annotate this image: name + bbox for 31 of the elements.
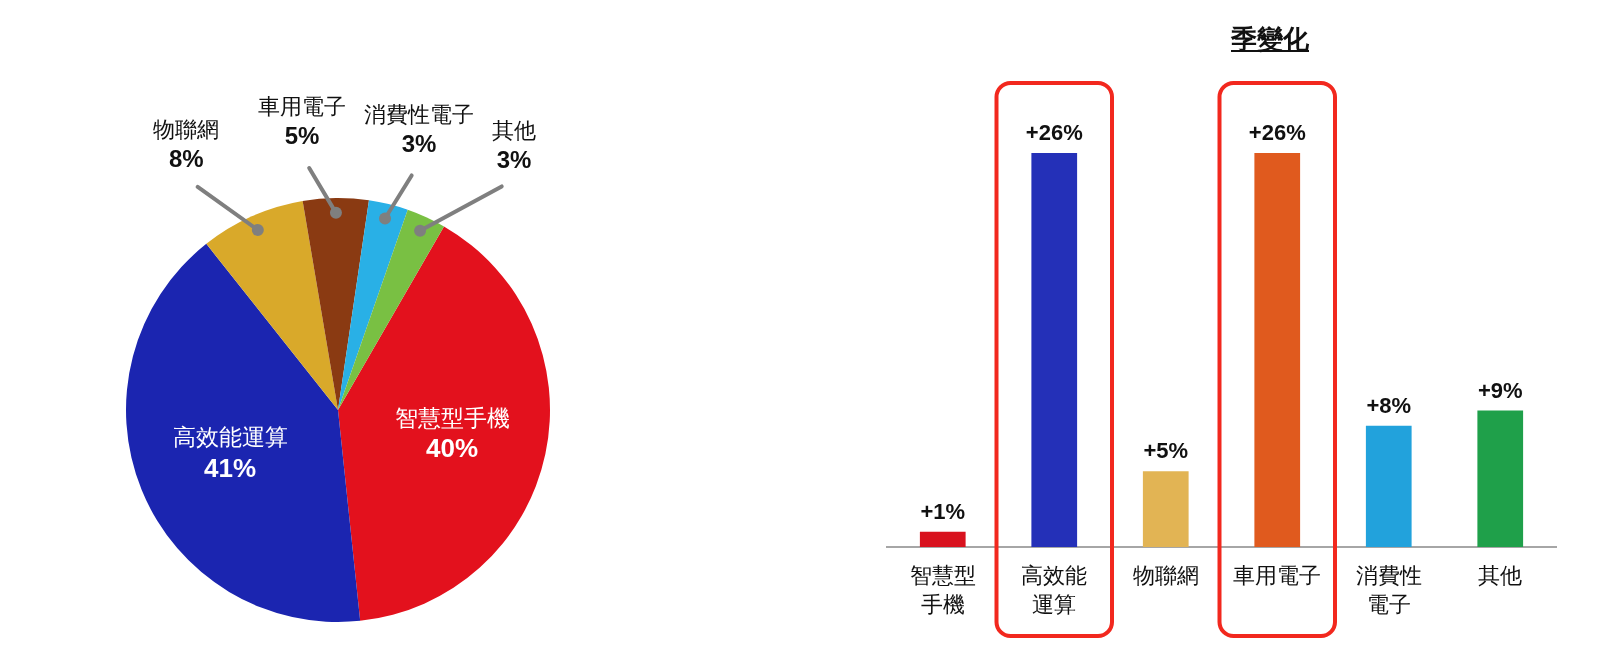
data-label: +5% — [1143, 438, 1189, 464]
chart-title: 季變化 — [1231, 23, 1309, 56]
slice-label: 高效能運算 — [172, 424, 288, 451]
x-tick-label: 車用電子 — [1233, 563, 1322, 589]
x-tick-label: 智慧型手機 — [909, 563, 976, 617]
data-label: 40% — [426, 433, 479, 464]
data-label: 41% — [204, 453, 257, 484]
x-tick-label: 消費性電子 — [1355, 563, 1422, 617]
bar — [1142, 471, 1189, 547]
data-label: 5% — [284, 122, 320, 150]
data-label: 3% — [401, 129, 437, 157]
x-tick-label: 物聯網 — [1132, 563, 1199, 589]
data-label: +8% — [1366, 392, 1412, 418]
data-label: +1% — [920, 498, 966, 524]
slice-label: 車用電子 — [258, 94, 347, 120]
bar — [919, 531, 966, 547]
bar — [1365, 425, 1412, 547]
bar — [1477, 410, 1524, 547]
x-tick-label: 其他 — [1478, 563, 1523, 589]
slice-label: 其他 — [492, 117, 537, 143]
bar — [1254, 153, 1301, 547]
slice-label: 物聯網 — [153, 116, 220, 142]
data-label: +26% — [1025, 120, 1083, 145]
data-label: +9% — [1477, 377, 1523, 403]
data-label: 8% — [168, 144, 204, 172]
slice-label: 消費性電子 — [364, 101, 475, 127]
x-tick-label: 高效能運算 — [1021, 563, 1088, 617]
data-label: +26% — [1248, 120, 1306, 145]
bar — [1031, 153, 1078, 547]
data-label: 3% — [496, 145, 532, 173]
slice-label: 智慧型手機 — [394, 404, 510, 431]
